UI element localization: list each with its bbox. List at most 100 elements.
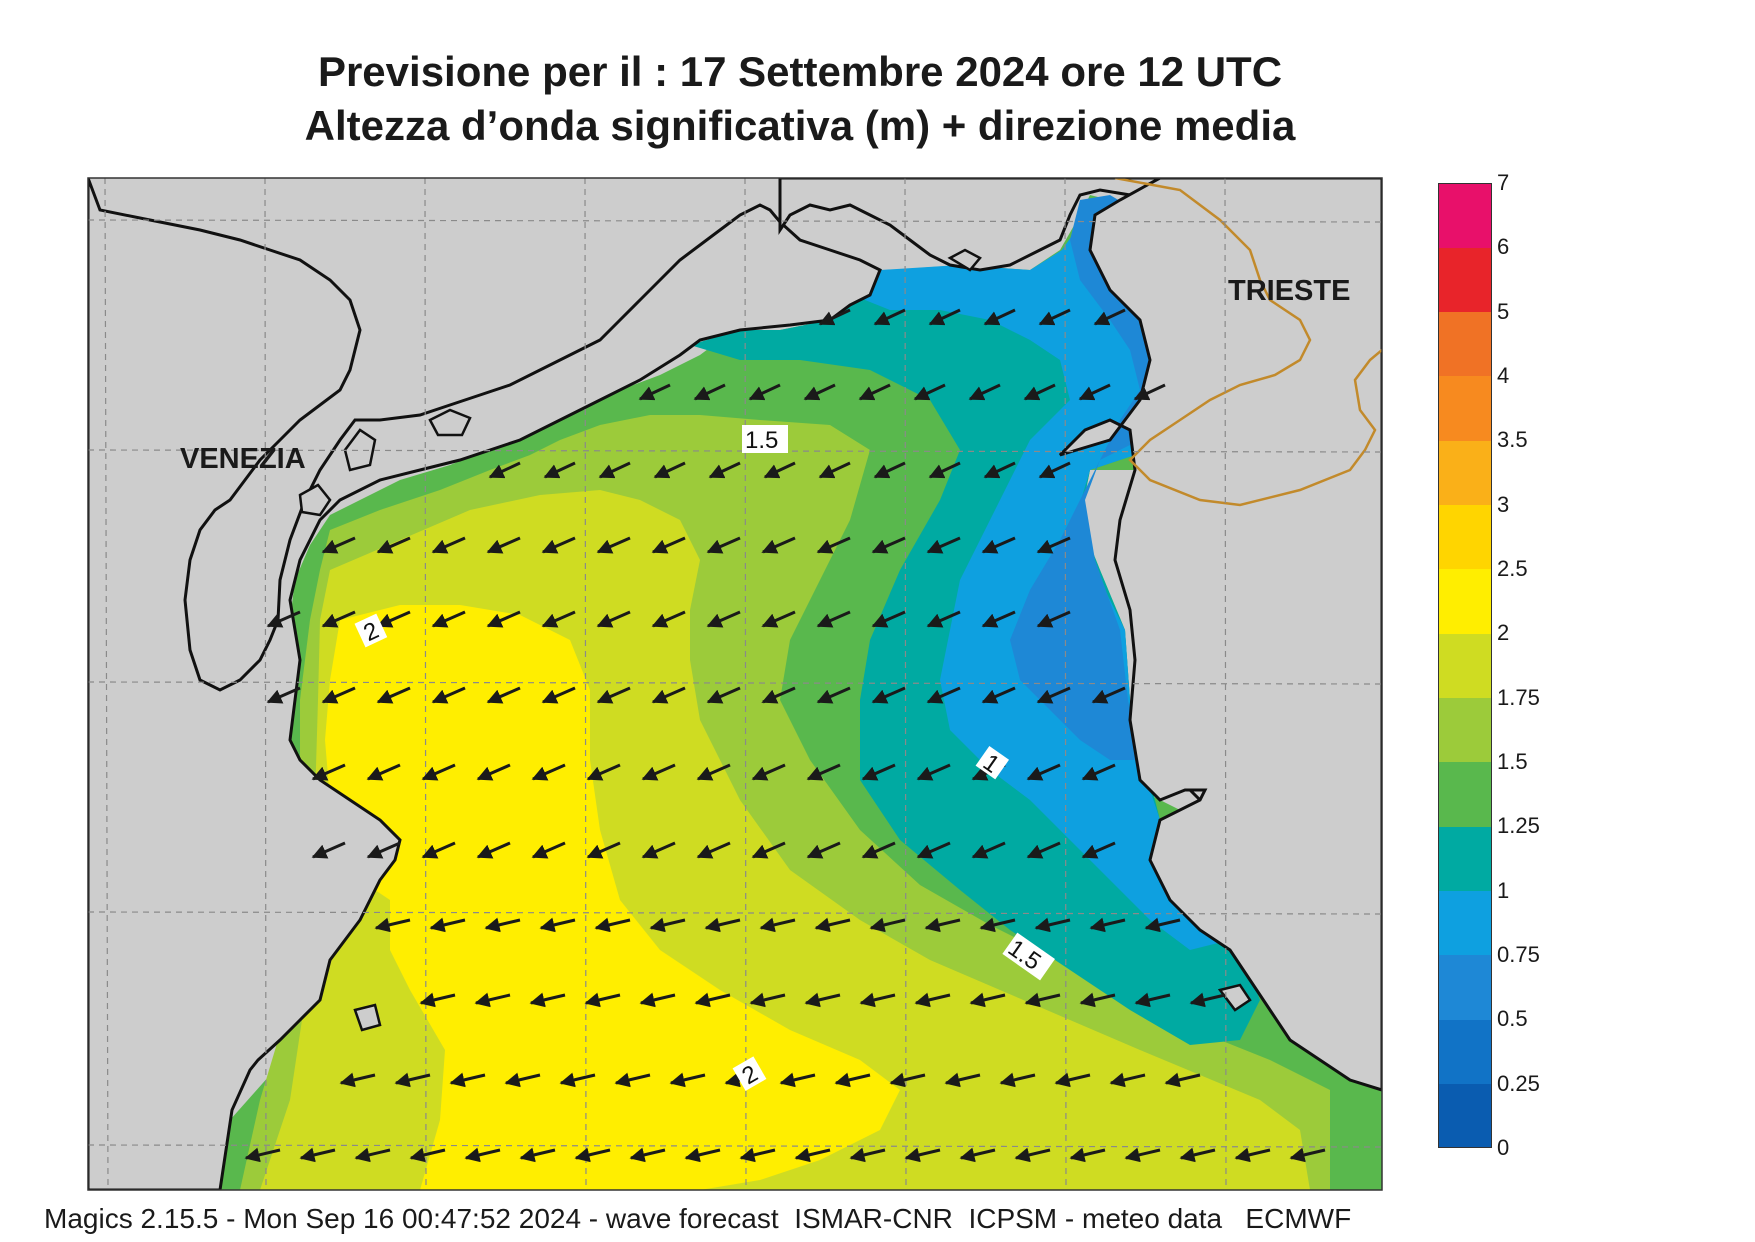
direction-arrow xyxy=(339,1072,376,1088)
direction-arrow xyxy=(913,383,946,401)
direction-arrow xyxy=(614,1072,651,1088)
direction-arrow xyxy=(539,917,576,933)
direction-arrow xyxy=(598,461,631,479)
direction-arrow xyxy=(541,686,576,704)
direction-arrow xyxy=(861,841,896,859)
direction-arrow xyxy=(1036,686,1071,704)
legend-swatch xyxy=(1438,955,1492,1020)
legend-label: 4 xyxy=(1497,363,1510,388)
direction-arrow xyxy=(366,841,401,859)
direction-arrow xyxy=(299,1147,336,1163)
legend-label: 7 xyxy=(1497,170,1510,195)
legend-swatch xyxy=(1438,697,1492,763)
direction-arrow xyxy=(751,841,786,859)
direction-arrow xyxy=(763,461,796,479)
direction-arrow xyxy=(464,1147,501,1163)
direction-arrow xyxy=(684,1147,721,1163)
direction-arrow xyxy=(761,610,796,628)
direction-arrow xyxy=(1023,383,1056,401)
direction-arrow xyxy=(476,763,511,781)
direction-arrow xyxy=(574,1147,611,1163)
direction-arrow xyxy=(431,610,466,628)
direction-arrow xyxy=(779,1072,816,1088)
direction-arrow xyxy=(849,1147,886,1163)
legend-swatch xyxy=(1438,504,1492,570)
direction-arrow xyxy=(1089,917,1126,933)
direction-arrow xyxy=(1079,992,1116,1008)
direction-arrow xyxy=(431,536,466,554)
direction-arrow xyxy=(321,536,356,554)
direction-arrow xyxy=(1026,841,1061,859)
direction-arrow xyxy=(969,992,1006,1008)
direction-arrow xyxy=(244,1147,281,1163)
legend-swatch xyxy=(1438,762,1492,827)
direction-arrow xyxy=(871,686,906,704)
direction-arrow xyxy=(803,383,836,401)
legend-label: 1.75 xyxy=(1497,684,1540,710)
lagoon-islands xyxy=(298,248,1252,1032)
legend-swatch xyxy=(1438,440,1492,506)
direction-arrow xyxy=(1026,763,1061,781)
direction-arrow xyxy=(1014,1147,1051,1163)
direction-arrow xyxy=(474,992,511,1008)
direction-arrow xyxy=(429,917,466,933)
direction-arrow xyxy=(376,536,411,554)
direction-arrow xyxy=(806,841,841,859)
direction-arrow xyxy=(266,686,301,704)
direction-arrow xyxy=(761,686,796,704)
direction-arrow xyxy=(761,536,796,554)
direction-arrow xyxy=(641,763,676,781)
direction-arrow xyxy=(376,686,411,704)
direction-arrow xyxy=(596,686,631,704)
direction-arrow xyxy=(759,917,796,933)
wave-direction-arrows xyxy=(244,308,1326,1163)
direction-arrow xyxy=(816,536,851,554)
direction-arrow xyxy=(959,1147,996,1163)
direction-arrow xyxy=(1036,610,1071,628)
direction-arrow xyxy=(706,536,741,554)
direction-arrow xyxy=(979,917,1016,933)
direction-arrow xyxy=(394,1072,431,1088)
direction-arrow xyxy=(818,461,851,479)
direction-arrow xyxy=(871,536,906,554)
graticule xyxy=(88,178,1382,1190)
direction-arrow xyxy=(983,308,1016,326)
direction-arrow xyxy=(1069,1147,1106,1163)
direction-arrow xyxy=(1164,1072,1201,1088)
forecast-date-title: Previsione per il : 17 Settembre 2024 or… xyxy=(317,48,1283,95)
direction-arrow xyxy=(476,841,511,859)
direction-arrow xyxy=(1078,383,1111,401)
direction-arrow xyxy=(928,308,961,326)
direction-arrow xyxy=(816,610,851,628)
legend-label: 2.5 xyxy=(1497,556,1528,581)
direction-arrow xyxy=(541,610,576,628)
direction-arrow xyxy=(1134,992,1171,1008)
direction-arrow xyxy=(916,763,951,781)
direction-arrow xyxy=(354,1147,391,1163)
contour-labels: 1.5 2 1 1.5 2 xyxy=(354,425,1055,1091)
map-area xyxy=(88,178,1382,1190)
direction-arrow xyxy=(1081,841,1116,859)
direction-arrow xyxy=(1038,308,1071,326)
direction-arrow xyxy=(1189,992,1226,1008)
direction-arrow xyxy=(861,763,896,781)
legend-swatch xyxy=(1438,1083,1492,1149)
legend-swatch xyxy=(1438,376,1492,441)
direction-arrow xyxy=(981,610,1016,628)
direction-arrow xyxy=(594,917,631,933)
direction-arrow xyxy=(904,1147,941,1163)
direction-arrow xyxy=(266,610,301,628)
direction-arrow xyxy=(641,841,676,859)
direction-arrow xyxy=(1234,1147,1271,1163)
direction-arrow xyxy=(486,686,521,704)
direction-arrow xyxy=(693,383,726,401)
direction-arrow xyxy=(484,917,521,933)
map-frame xyxy=(87,177,1383,1191)
band-2 xyxy=(325,605,900,1190)
legend-label: 3 xyxy=(1497,491,1510,517)
direction-arrow xyxy=(926,536,961,554)
direction-arrow xyxy=(999,1072,1036,1088)
direction-arrow xyxy=(748,383,781,401)
legend-swatch xyxy=(1438,1019,1492,1085)
direction-arrow xyxy=(1034,917,1071,933)
